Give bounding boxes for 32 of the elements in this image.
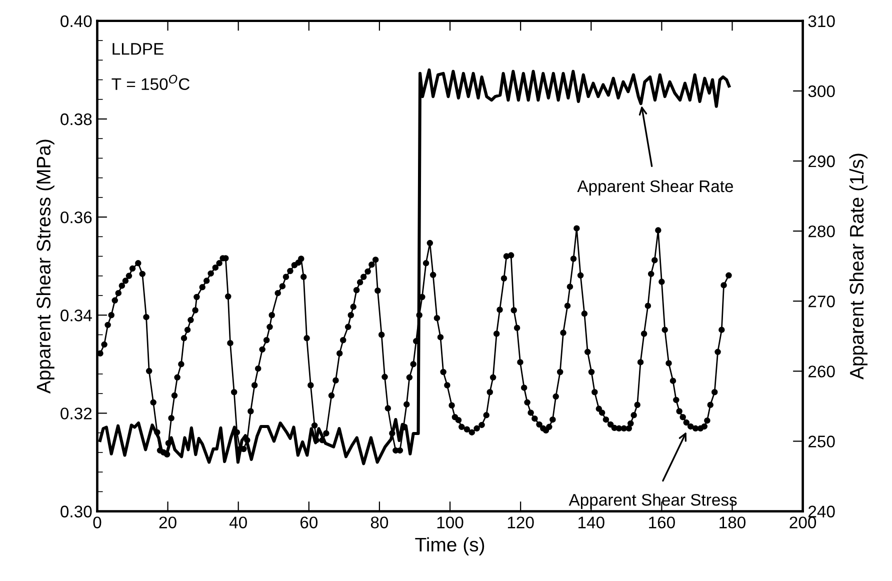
y2-tick-label: 280	[808, 225, 835, 238]
x-tick-label: 40	[229, 516, 247, 528]
annotation: LLDPE	[112, 43, 164, 55]
annotation: Apparent Shear Rate	[577, 180, 734, 196]
y2-tick-label: 290	[808, 155, 835, 168]
annotation: T = 150$^{O}$C	[112, 74, 190, 90]
y-tick-label: 0.40	[60, 15, 92, 28]
y-tick-label: 0.32	[60, 408, 92, 420]
y2-tick-label: 300	[808, 85, 835, 98]
x-tick-label: 180	[720, 516, 746, 528]
y2-tick-label: 310	[808, 15, 835, 28]
x-tick-label: 20	[159, 516, 176, 528]
y2-tick-label: 260	[808, 366, 835, 378]
y2-tick-label: 240	[808, 506, 835, 518]
y2-tick-label: 270	[808, 296, 835, 308]
y-tick-label: 0.34	[60, 310, 92, 322]
x-tick-label: 80	[370, 516, 388, 528]
y-tick-label: 0.36	[60, 211, 92, 224]
x-tick-label: 0	[93, 516, 102, 528]
x-tick-label: 200	[790, 516, 816, 528]
y-tick-label: 0.38	[60, 113, 92, 126]
x-tick-label: 120	[508, 516, 534, 528]
x-tick-label: 140	[578, 516, 604, 528]
annotation: Apparent Shear Stress	[568, 494, 737, 510]
x-tick-label: 160	[649, 516, 675, 528]
x-tick-label: 60	[300, 516, 318, 528]
y2-axis-title: Apparent Shear Rate (1/s)	[849, 154, 868, 380]
y-axis-title: Apparent Shear Stress (MPa)	[36, 140, 54, 394]
y-tick-label: 0.30	[60, 506, 92, 518]
y2-tick-label: 250	[808, 436, 835, 448]
x-tick-label: 100	[437, 516, 464, 528]
x-axis-title: Time (s)	[415, 537, 484, 556]
